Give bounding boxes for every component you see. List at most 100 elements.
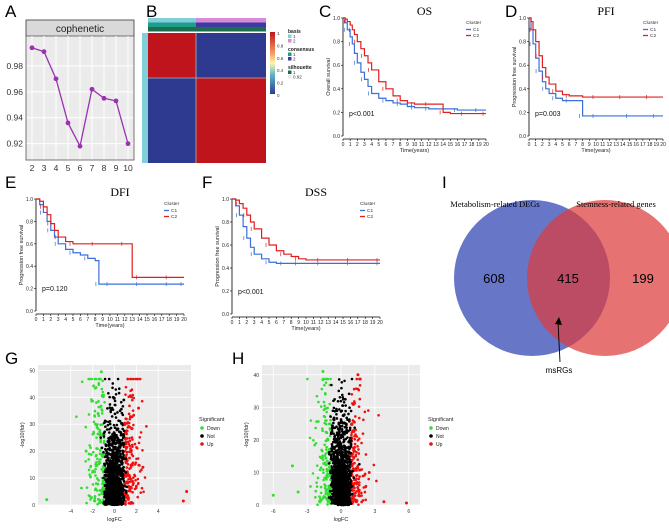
cophenetic-point bbox=[65, 120, 71, 126]
km-c-xtick: 14 bbox=[440, 142, 446, 148]
km-f-xtick: 20 bbox=[377, 320, 383, 326]
annotation-bar-segment bbox=[148, 22, 196, 27]
color-scale-tick: 0.8 bbox=[277, 43, 284, 48]
legend-title: silhouette bbox=[288, 65, 312, 71]
volcano-g-ytick: 10 bbox=[29, 476, 35, 482]
km-e-xtick: 12 bbox=[122, 317, 128, 323]
km-e-ytick: 0.0 bbox=[26, 309, 33, 315]
plot-a-xtick: 9 bbox=[114, 163, 119, 173]
volcano-h-legend-title: Significant bbox=[428, 417, 454, 423]
km-d-xtick: 8 bbox=[581, 142, 584, 148]
venn-annotation: msRGs bbox=[546, 366, 573, 375]
km-curve-c1 bbox=[529, 17, 663, 117]
km-d-xtick: 13 bbox=[613, 142, 619, 148]
km-f-ylabel: Progression free survival bbox=[215, 226, 221, 287]
volcano-outlier-up bbox=[404, 501, 408, 505]
km-c-xlabel: Time(years) bbox=[400, 148, 429, 154]
km-e-xtick: 3 bbox=[57, 317, 60, 323]
km-f-xtick: 14 bbox=[333, 320, 339, 326]
volcano-legend-swatch bbox=[429, 426, 433, 430]
km-f-xtick: 12 bbox=[318, 320, 324, 326]
km-d-legend-label: C2 bbox=[650, 33, 656, 39]
km-c-xtick: 18 bbox=[469, 142, 475, 148]
km-f-ytick: 1.0 bbox=[222, 197, 229, 203]
volcano-h-ylabel: -log10(fdr) bbox=[244, 422, 250, 448]
volcano-h-ytick: 20 bbox=[253, 438, 259, 444]
color-scale-tick: 0 bbox=[277, 93, 280, 98]
km-c-legend-title: Cluster bbox=[466, 20, 482, 26]
annotation-bar-segment bbox=[196, 27, 266, 32]
km-d-xtick: 4 bbox=[554, 142, 557, 148]
legend-label: 2 bbox=[293, 57, 296, 62]
km-c-xtick: 8 bbox=[399, 142, 402, 148]
plot-a-xtick: 5 bbox=[66, 163, 71, 173]
volcano-g-legend-label: Up bbox=[207, 442, 214, 448]
annotation-bar-segment bbox=[148, 27, 196, 32]
volcano-h-xtick: 3 bbox=[373, 509, 376, 515]
volcano-outlier-down bbox=[290, 464, 294, 468]
volcano-g-xtick: -2 bbox=[90, 509, 95, 515]
km-c-xtick: 6 bbox=[385, 142, 388, 148]
km-c-xtick: 19 bbox=[476, 142, 482, 148]
km-c-ylabel: Overall survival bbox=[326, 58, 332, 96]
km-d-xtick: 9 bbox=[588, 142, 591, 148]
km-f-ytick: 0.8 bbox=[222, 220, 229, 226]
volcano-g-ytick: 40 bbox=[29, 395, 35, 401]
heatmap-block bbox=[196, 33, 266, 78]
km-c-xtick: 17 bbox=[462, 142, 468, 148]
km-d-legend-title: Cluster bbox=[643, 20, 659, 26]
annotation-bar-segment bbox=[196, 22, 266, 27]
panel-letter-f: F bbox=[202, 173, 213, 192]
annotation-bar-segment bbox=[148, 18, 196, 23]
km-c-legend-label: C2 bbox=[473, 33, 479, 39]
km-c-xtick: 4 bbox=[370, 142, 373, 148]
volcano-g-ytick: 50 bbox=[29, 368, 35, 374]
panel-letter-e: E bbox=[5, 173, 17, 192]
km-f-xtick: 3 bbox=[253, 320, 256, 326]
km-e-ylabel: Progression free survival bbox=[19, 225, 25, 286]
plot-a-border bbox=[25, 19, 135, 161]
km-f-xtick: 13 bbox=[325, 320, 331, 326]
km-c-xtick: 13 bbox=[433, 142, 439, 148]
km-c-xtick: 0 bbox=[342, 142, 345, 148]
volcano-g-points bbox=[75, 377, 148, 507]
volcano-legend-swatch bbox=[429, 434, 433, 438]
km-d-xtick: 1 bbox=[534, 142, 537, 148]
cophenetic-point bbox=[29, 45, 35, 51]
km-f-legend-label: C2 bbox=[367, 214, 373, 220]
km-f-xtick: 0 bbox=[231, 320, 234, 326]
legend-swatch bbox=[288, 39, 292, 43]
km-e-xtick: 10 bbox=[107, 317, 113, 323]
km-e-title: DFI bbox=[110, 185, 129, 199]
km-curve-c1 bbox=[36, 198, 184, 285]
km-e-xtick: 15 bbox=[144, 317, 150, 323]
volcano-outlier-up bbox=[367, 470, 371, 474]
km-f-xtick: 9 bbox=[297, 320, 300, 326]
plot-a-xtick: 8 bbox=[102, 163, 107, 173]
volcano-outlier-up bbox=[185, 490, 189, 494]
km-curve-c2 bbox=[36, 198, 184, 278]
panel-letter-b: B bbox=[146, 2, 158, 21]
volcano-g-xtick: 0 bbox=[113, 509, 116, 515]
km-f-xtick: 19 bbox=[370, 320, 376, 326]
plot-a-ytick: 0.96 bbox=[6, 87, 23, 97]
cophenetic-point bbox=[77, 143, 83, 149]
legend-swatch bbox=[288, 57, 292, 61]
color-scale-tick: 0.2 bbox=[277, 81, 284, 86]
volcano-legend-swatch bbox=[429, 442, 433, 446]
km-e-legend-label: C2 bbox=[171, 214, 177, 220]
legend-label: 1 bbox=[293, 52, 296, 57]
volcano-outlier-down bbox=[96, 411, 100, 415]
plot-a-xtick: 3 bbox=[42, 163, 47, 173]
km-c-ytick: 0.8 bbox=[333, 40, 340, 46]
km-d-xtick: 3 bbox=[548, 142, 551, 148]
km-f-title: DSS bbox=[305, 185, 327, 199]
km-f-xtick: 15 bbox=[340, 320, 346, 326]
volcano-outlier-up bbox=[181, 499, 185, 503]
venn-set-1-label: Metabolism-related DEGs bbox=[450, 199, 539, 209]
volcano-h-legend-label: Not bbox=[436, 434, 444, 440]
volcano-outlier-up bbox=[356, 373, 360, 377]
plot-a-ytick: 0.94 bbox=[6, 113, 23, 123]
heatmap-block bbox=[196, 78, 266, 163]
